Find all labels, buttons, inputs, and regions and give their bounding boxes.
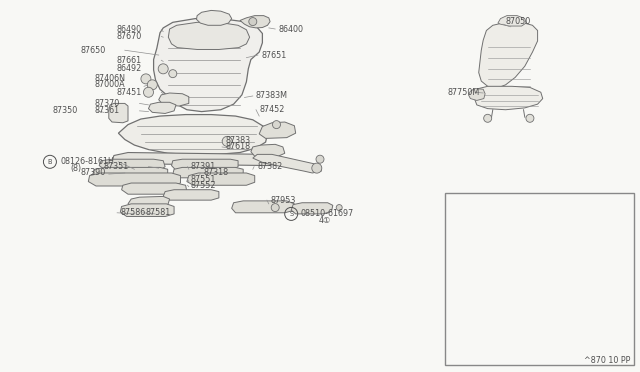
Polygon shape	[498, 16, 526, 26]
Text: 87351: 87351	[104, 162, 129, 171]
Circle shape	[526, 114, 534, 122]
Polygon shape	[159, 93, 189, 106]
Circle shape	[249, 17, 257, 26]
Circle shape	[147, 80, 157, 90]
Text: 87552: 87552	[191, 181, 216, 190]
Text: 87750M: 87750M	[448, 88, 480, 97]
Polygon shape	[187, 173, 255, 185]
Polygon shape	[128, 196, 170, 208]
Polygon shape	[120, 204, 174, 217]
Text: 87661: 87661	[116, 56, 141, 65]
Polygon shape	[148, 102, 176, 113]
Circle shape	[158, 64, 168, 74]
Text: 87953: 87953	[270, 196, 296, 205]
Text: 4①: 4①	[319, 216, 331, 225]
Polygon shape	[172, 159, 238, 170]
Text: 08510-61697: 08510-61697	[301, 209, 354, 218]
Circle shape	[273, 121, 280, 129]
Text: 87390: 87390	[80, 169, 105, 177]
Polygon shape	[259, 122, 296, 138]
Polygon shape	[93, 167, 168, 178]
Text: 87650: 87650	[80, 46, 105, 55]
Text: 87361: 87361	[95, 106, 120, 115]
Circle shape	[141, 74, 151, 84]
Text: 87383: 87383	[225, 136, 250, 145]
Polygon shape	[232, 201, 294, 213]
Text: 86492: 86492	[116, 64, 141, 73]
Polygon shape	[240, 16, 270, 28]
Polygon shape	[168, 22, 250, 49]
Circle shape	[484, 114, 492, 122]
Circle shape	[336, 205, 342, 211]
Polygon shape	[173, 167, 243, 178]
Circle shape	[271, 203, 279, 212]
Text: 08126-8161H: 08126-8161H	[61, 157, 115, 166]
Bar	[445, 193, 634, 365]
Text: 87452: 87452	[259, 105, 285, 114]
Text: S: S	[289, 211, 293, 217]
Circle shape	[222, 137, 232, 146]
Polygon shape	[154, 19, 262, 112]
Polygon shape	[118, 115, 268, 154]
Text: 86400: 86400	[278, 25, 303, 33]
Text: 87370: 87370	[95, 99, 120, 108]
Polygon shape	[122, 183, 187, 194]
Text: 87383M: 87383M	[256, 92, 288, 100]
Text: 87551: 87551	[191, 175, 216, 184]
Text: 87451: 87451	[116, 88, 141, 97]
Polygon shape	[196, 10, 232, 25]
Text: 87651: 87651	[261, 51, 286, 60]
Text: B: B	[47, 159, 52, 165]
Circle shape	[312, 163, 322, 173]
Polygon shape	[468, 89, 485, 100]
Text: 87406N: 87406N	[95, 74, 125, 83]
Text: 87000A: 87000A	[95, 80, 125, 89]
Circle shape	[169, 70, 177, 78]
Polygon shape	[253, 154, 321, 173]
Polygon shape	[479, 22, 538, 89]
Text: 87391: 87391	[191, 162, 216, 171]
Text: 86490: 86490	[116, 25, 141, 34]
Text: (8): (8)	[70, 164, 81, 173]
Circle shape	[316, 155, 324, 163]
Polygon shape	[109, 103, 128, 123]
Polygon shape	[475, 86, 543, 110]
Polygon shape	[251, 144, 285, 157]
Circle shape	[143, 87, 154, 97]
Polygon shape	[291, 203, 333, 214]
Text: ^870 10 PP: ^870 10 PP	[584, 356, 630, 365]
Text: 87586: 87586	[120, 208, 145, 217]
Text: 87581: 87581	[146, 208, 171, 217]
Text: 87670: 87670	[116, 32, 141, 41]
Text: 87382: 87382	[257, 162, 282, 171]
Text: 87050: 87050	[506, 17, 531, 26]
Polygon shape	[112, 153, 280, 166]
Polygon shape	[99, 159, 165, 170]
Polygon shape	[88, 173, 180, 186]
Text: 87318: 87318	[204, 169, 228, 177]
Text: 87350: 87350	[52, 106, 77, 115]
Polygon shape	[163, 190, 219, 200]
Text: 87618: 87618	[225, 142, 250, 151]
